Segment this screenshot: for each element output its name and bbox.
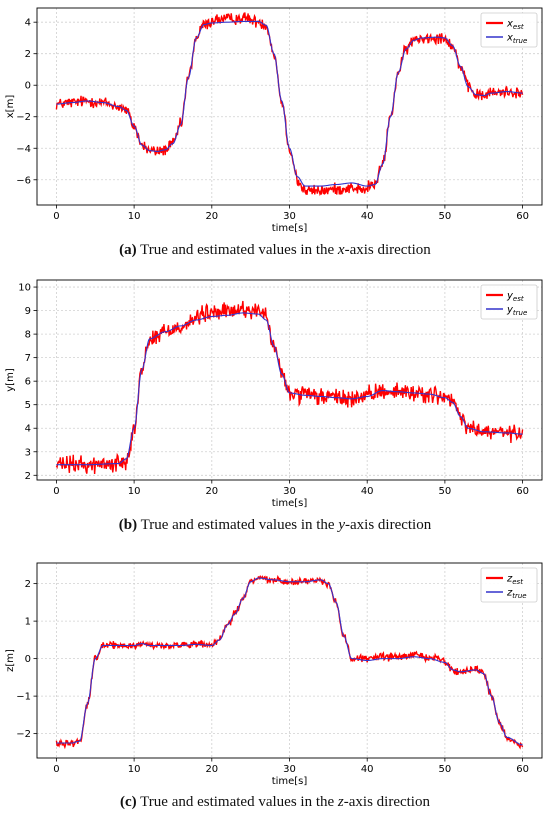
caption-c-text-1: True and estimated values in the xyxy=(140,794,338,810)
x-tick-label: 0 xyxy=(53,211,59,222)
x-tick-label: 40 xyxy=(361,486,374,497)
caption-a-text-2: -axis direction xyxy=(344,242,431,258)
x-tick-label: 10 xyxy=(128,764,141,775)
x-axis-label: time[s] xyxy=(272,776,308,787)
x-tick-label: 0 xyxy=(53,764,59,775)
y-tick-label: 4 xyxy=(25,18,31,29)
caption-a-label: (a) xyxy=(119,242,137,258)
legend-box xyxy=(480,284,538,320)
x-tick-label: 10 xyxy=(128,211,141,222)
series-line-true xyxy=(56,20,523,187)
y-axis-label: z[m] xyxy=(5,649,16,672)
x-tick-label: 40 xyxy=(361,211,374,222)
x-axis-label: time[s] xyxy=(272,223,308,234)
y-tick-label: 2 xyxy=(25,471,31,482)
y-tick-label: 6 xyxy=(25,377,31,388)
caption-c-label: (c) xyxy=(120,794,137,810)
caption-b-text-1: True and estimated values in the xyxy=(140,517,339,533)
x-tick-label: 60 xyxy=(516,486,529,497)
x-tick-label: 30 xyxy=(283,764,296,775)
caption-a: (a) True and estimated values in the x-a… xyxy=(0,242,550,259)
x-tick-label: 50 xyxy=(439,211,452,222)
y-tick-label: 8 xyxy=(25,330,31,341)
grid-lines xyxy=(37,280,542,480)
x-tick-label: 50 xyxy=(439,486,452,497)
x-tick-label: 40 xyxy=(361,764,374,775)
y-tick-label: 1 xyxy=(25,617,31,628)
caption-c: (c) True and estimated values in the z-a… xyxy=(0,794,550,811)
y-tick-label: 3 xyxy=(25,447,31,458)
y-axis-label: y[m] xyxy=(5,368,16,392)
x-axis-label: time[s] xyxy=(272,498,308,509)
caption-b-label: (b) xyxy=(118,517,138,533)
y-tick-label: 9 xyxy=(25,306,31,317)
x-tick-label: 0 xyxy=(53,486,59,497)
y-tick-label: 7 xyxy=(25,353,31,364)
caption-c-var: z xyxy=(337,794,344,810)
series-line-true xyxy=(56,577,523,746)
y-tick-label: 4 xyxy=(25,424,31,435)
caption-b-text-2: -axis direction xyxy=(345,517,432,533)
x-tick-label: 60 xyxy=(516,211,529,222)
y-tick-label: −2 xyxy=(16,729,31,740)
y-tick-label: −1 xyxy=(16,692,31,703)
y-tick-label: −2 xyxy=(16,112,31,123)
y-tick-label: 10 xyxy=(18,283,31,294)
y-tick-label: 2 xyxy=(25,579,31,590)
series-line-true xyxy=(56,312,523,466)
y-tick-label: 0 xyxy=(25,654,31,665)
legend-box xyxy=(480,12,538,48)
x-tick-label: 20 xyxy=(205,211,218,222)
grid-lines xyxy=(37,563,542,758)
caption-a-text-1: True and estimated values in the xyxy=(140,242,338,258)
y-tick-label: −4 xyxy=(16,144,31,155)
x-tick-label: 10 xyxy=(128,486,141,497)
series-line-est xyxy=(55,12,524,197)
legend-box xyxy=(480,567,538,603)
y-tick-label: −6 xyxy=(16,175,31,186)
caption-c-text-2: -axis direction xyxy=(343,794,430,810)
series-line-est xyxy=(55,574,524,750)
chart-a: 0 10 20 30 40 50 60 −6 −4 −2 0 2 4 time[s] x[m] xestxtr… xyxy=(5,7,543,234)
x-tick-label: 30 xyxy=(283,211,296,222)
y-tick-label: 2 xyxy=(25,49,31,60)
caption-b: (b) True and estimated values in the y-a… xyxy=(0,517,550,534)
y-axis-label: x[m] xyxy=(5,95,16,119)
caption-b-var: y xyxy=(338,517,345,533)
x-tick-label: 50 xyxy=(439,764,452,775)
x-tick-label: 20 xyxy=(205,486,218,497)
y-tick-label: 5 xyxy=(25,400,31,411)
y-tick-label: 0 xyxy=(25,81,31,92)
x-tick-label: 60 xyxy=(516,764,529,775)
caption-a-var: x xyxy=(337,242,345,258)
x-tick-label: 30 xyxy=(283,486,296,497)
x-tick-label: 20 xyxy=(205,764,218,775)
chart-b: 0 10 20 30 40 50 60 2 3 4 5 6 7 8 9 10 time[s] y[m] yestyt… xyxy=(5,279,543,509)
